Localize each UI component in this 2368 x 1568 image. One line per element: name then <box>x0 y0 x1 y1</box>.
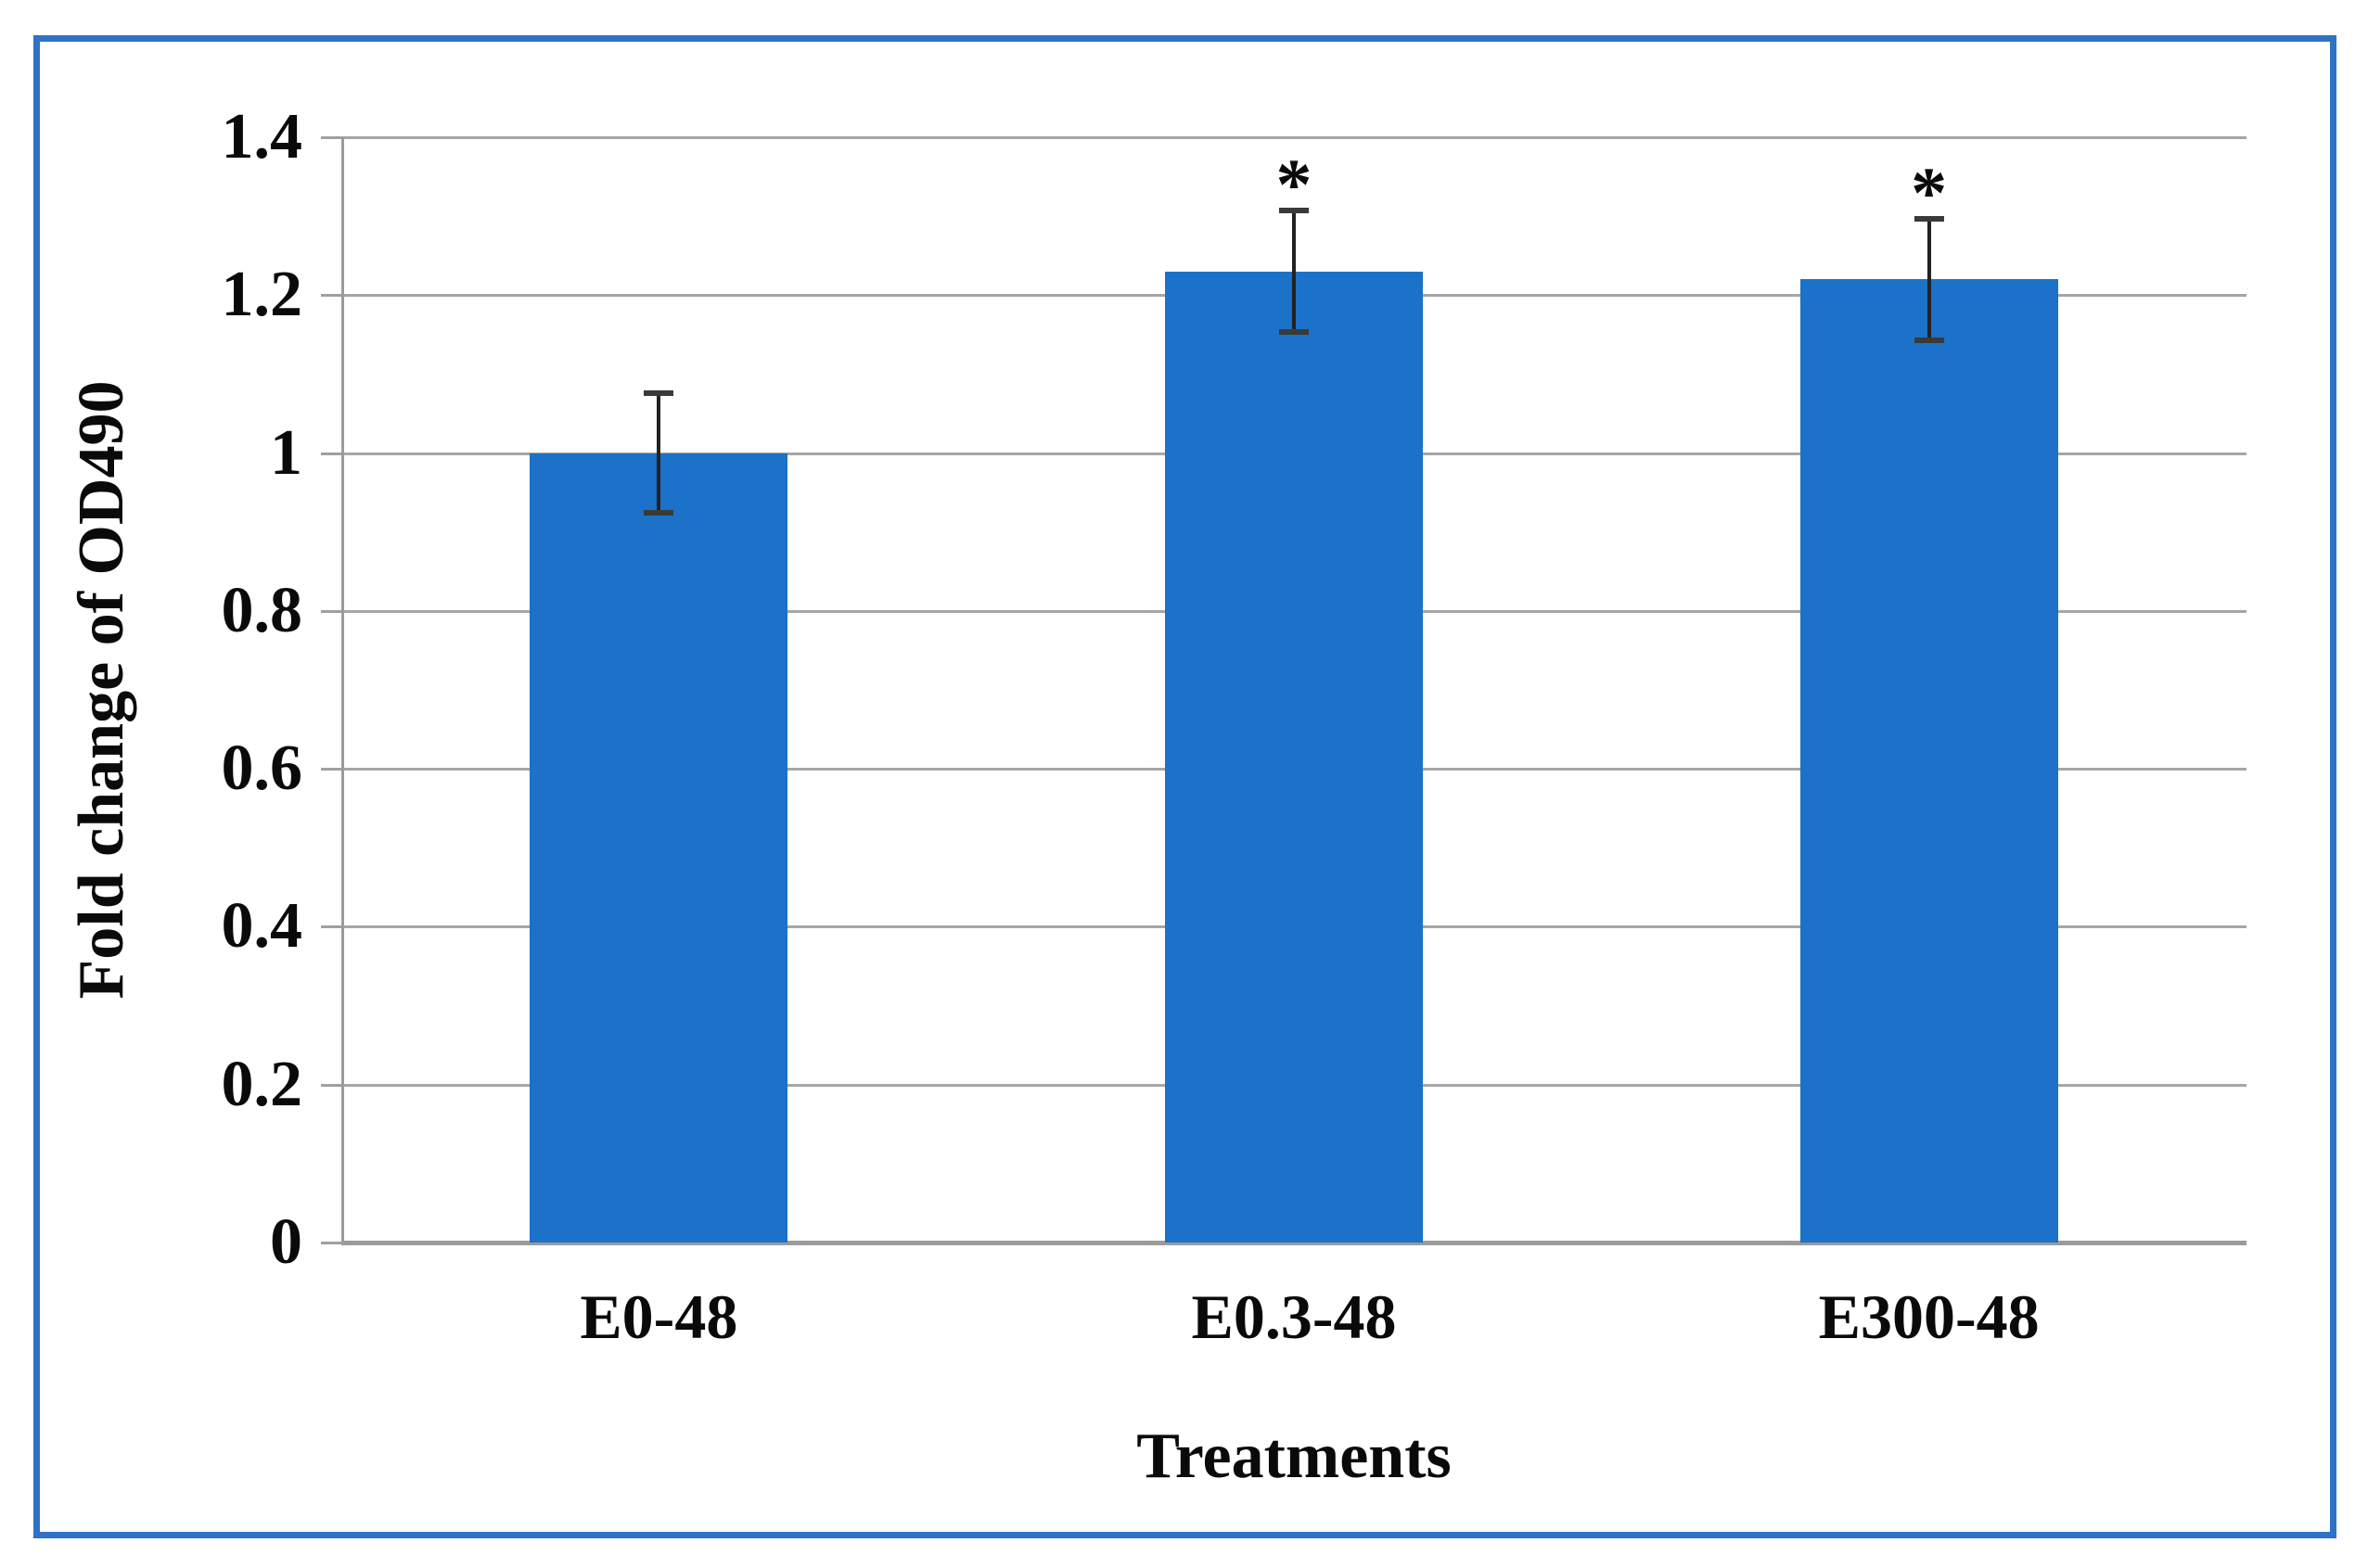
x-category-label: E0.3-48 <box>1191 1281 1397 1352</box>
y-axis-tick <box>321 1083 341 1087</box>
error-bar-line <box>1292 210 1296 333</box>
error-bar-cap-bottom <box>1279 329 1309 336</box>
x-category-label: E300-48 <box>1818 1281 2040 1352</box>
y-tick-label: 0.6 <box>221 733 303 805</box>
significance-asterisk: * <box>1911 151 1948 233</box>
error-bar-cap-bottom <box>644 510 674 516</box>
error-bar-cap-top <box>1914 215 1944 222</box>
bar <box>1165 271 1423 1243</box>
y-axis-tick <box>321 609 341 613</box>
bar <box>530 453 788 1243</box>
y-axis-tick <box>321 1242 341 1244</box>
y-tick-label: 0.8 <box>221 574 303 646</box>
x-category-label: E0-48 <box>580 1281 738 1352</box>
y-tick-label: 0 <box>270 1206 302 1278</box>
y-axis-tick <box>321 452 341 455</box>
y-axis-line <box>341 137 344 1243</box>
gridline <box>341 136 2246 139</box>
y-axis-tick <box>321 925 341 929</box>
bar <box>1799 279 2058 1243</box>
significance-asterisk: * <box>1275 144 1312 225</box>
error-bar-line <box>1926 218 1931 340</box>
error-bar-cap-top <box>644 389 674 396</box>
error-bar-line <box>657 392 661 514</box>
y-axis-tick <box>321 768 341 771</box>
figure-frame: 0 0.2 0.4 0.6 0.8 1 1.2 1.4 E0-48 * E0.3-48 * E300-4… <box>33 35 2336 1538</box>
y-tick-label: 1.2 <box>221 259 303 331</box>
y-tick-label: 1.4 <box>221 101 303 172</box>
y-axis-tick <box>321 136 341 139</box>
y-tick-label: 1 <box>270 416 302 489</box>
y-tick-label: 0.2 <box>221 1048 303 1120</box>
y-tick-label: 0.4 <box>221 890 303 962</box>
x-axis-line <box>341 1241 2246 1245</box>
y-axis-tick <box>321 294 341 298</box>
error-bar-cap-top <box>1279 208 1309 214</box>
y-axis-title: Fold change of OD490 <box>66 380 137 1000</box>
error-bar-cap-bottom <box>1914 337 1944 343</box>
x-axis-title: Treatments <box>1136 1421 1452 1492</box>
